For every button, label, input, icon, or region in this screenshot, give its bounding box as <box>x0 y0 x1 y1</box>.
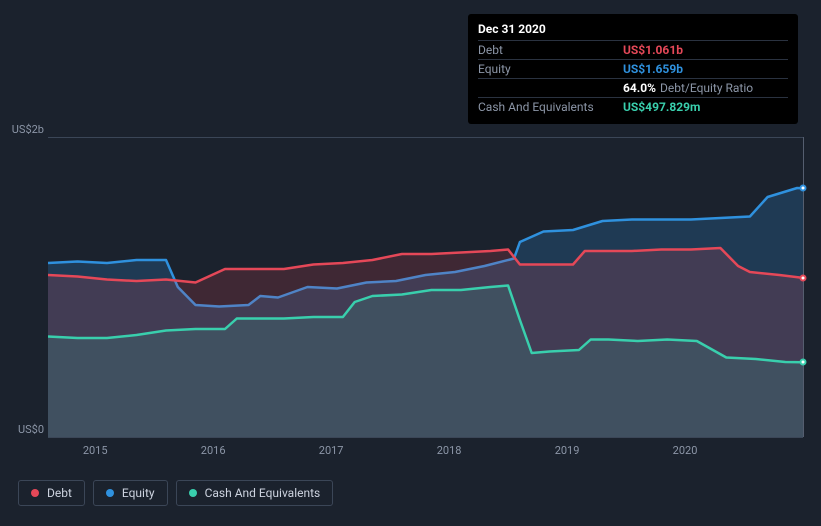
tooltip-row-label: Cash And Equivalents <box>478 100 623 114</box>
tooltip-row-label: Debt <box>478 43 623 57</box>
series-end-marker <box>800 274 807 281</box>
tooltip-row: 64.0%Debt/Equity Ratio <box>478 78 788 97</box>
series-end-marker <box>800 359 807 366</box>
legend-label: Equity <box>122 486 155 500</box>
tooltip-row-label <box>478 81 623 95</box>
tooltip-date: Dec 31 2020 <box>478 22 788 36</box>
tooltip-row: Cash And EquivalentsUS$497.829m <box>478 97 788 116</box>
y-axis-label: US$0 <box>4 423 44 436</box>
gridline <box>48 437 803 438</box>
chart-legend: Debt Equity Cash And Equivalents <box>18 480 333 506</box>
x-axis-tick: 2020 <box>673 444 698 457</box>
tooltip-row: DebtUS$1.061b <box>478 40 788 59</box>
legend-item[interactable]: Debt <box>18 480 85 506</box>
legend-color-dot <box>189 489 197 497</box>
hover-crosshair <box>803 137 804 437</box>
legend-label: Cash And Equivalents <box>205 486 321 500</box>
x-axis-tick: 2019 <box>555 444 580 457</box>
tooltip-row-value: 64.0%Debt/Equity Ratio <box>623 81 753 95</box>
x-axis-tick: 2018 <box>437 444 462 457</box>
chart-tooltip: Dec 31 2020 DebtUS$1.061bEquityUS$1.659b… <box>468 14 798 124</box>
tooltip-row-label: Equity <box>478 62 623 76</box>
x-axis-tick: 2015 <box>83 444 108 457</box>
x-axis-tick: 2016 <box>201 444 226 457</box>
y-axis-label: US$2b <box>4 123 44 136</box>
x-axis-tick: 2017 <box>319 444 344 457</box>
series-end-marker <box>800 185 807 192</box>
legend-color-dot <box>106 489 114 497</box>
legend-item[interactable]: Cash And Equivalents <box>176 480 334 506</box>
tooltip-row: EquityUS$1.659b <box>478 59 788 78</box>
tooltip-row-value: US$1.659b <box>623 62 683 76</box>
legend-item[interactable]: Equity <box>93 480 168 506</box>
chart-plot-area[interactable] <box>48 137 803 437</box>
tooltip-row-value: US$497.829m <box>623 100 700 114</box>
legend-color-dot <box>31 489 39 497</box>
x-axis: 2015 2016 2017 2018 2019 2020 <box>48 444 803 464</box>
tooltip-row-value: US$1.061b <box>623 43 683 57</box>
legend-label: Debt <box>47 486 72 500</box>
